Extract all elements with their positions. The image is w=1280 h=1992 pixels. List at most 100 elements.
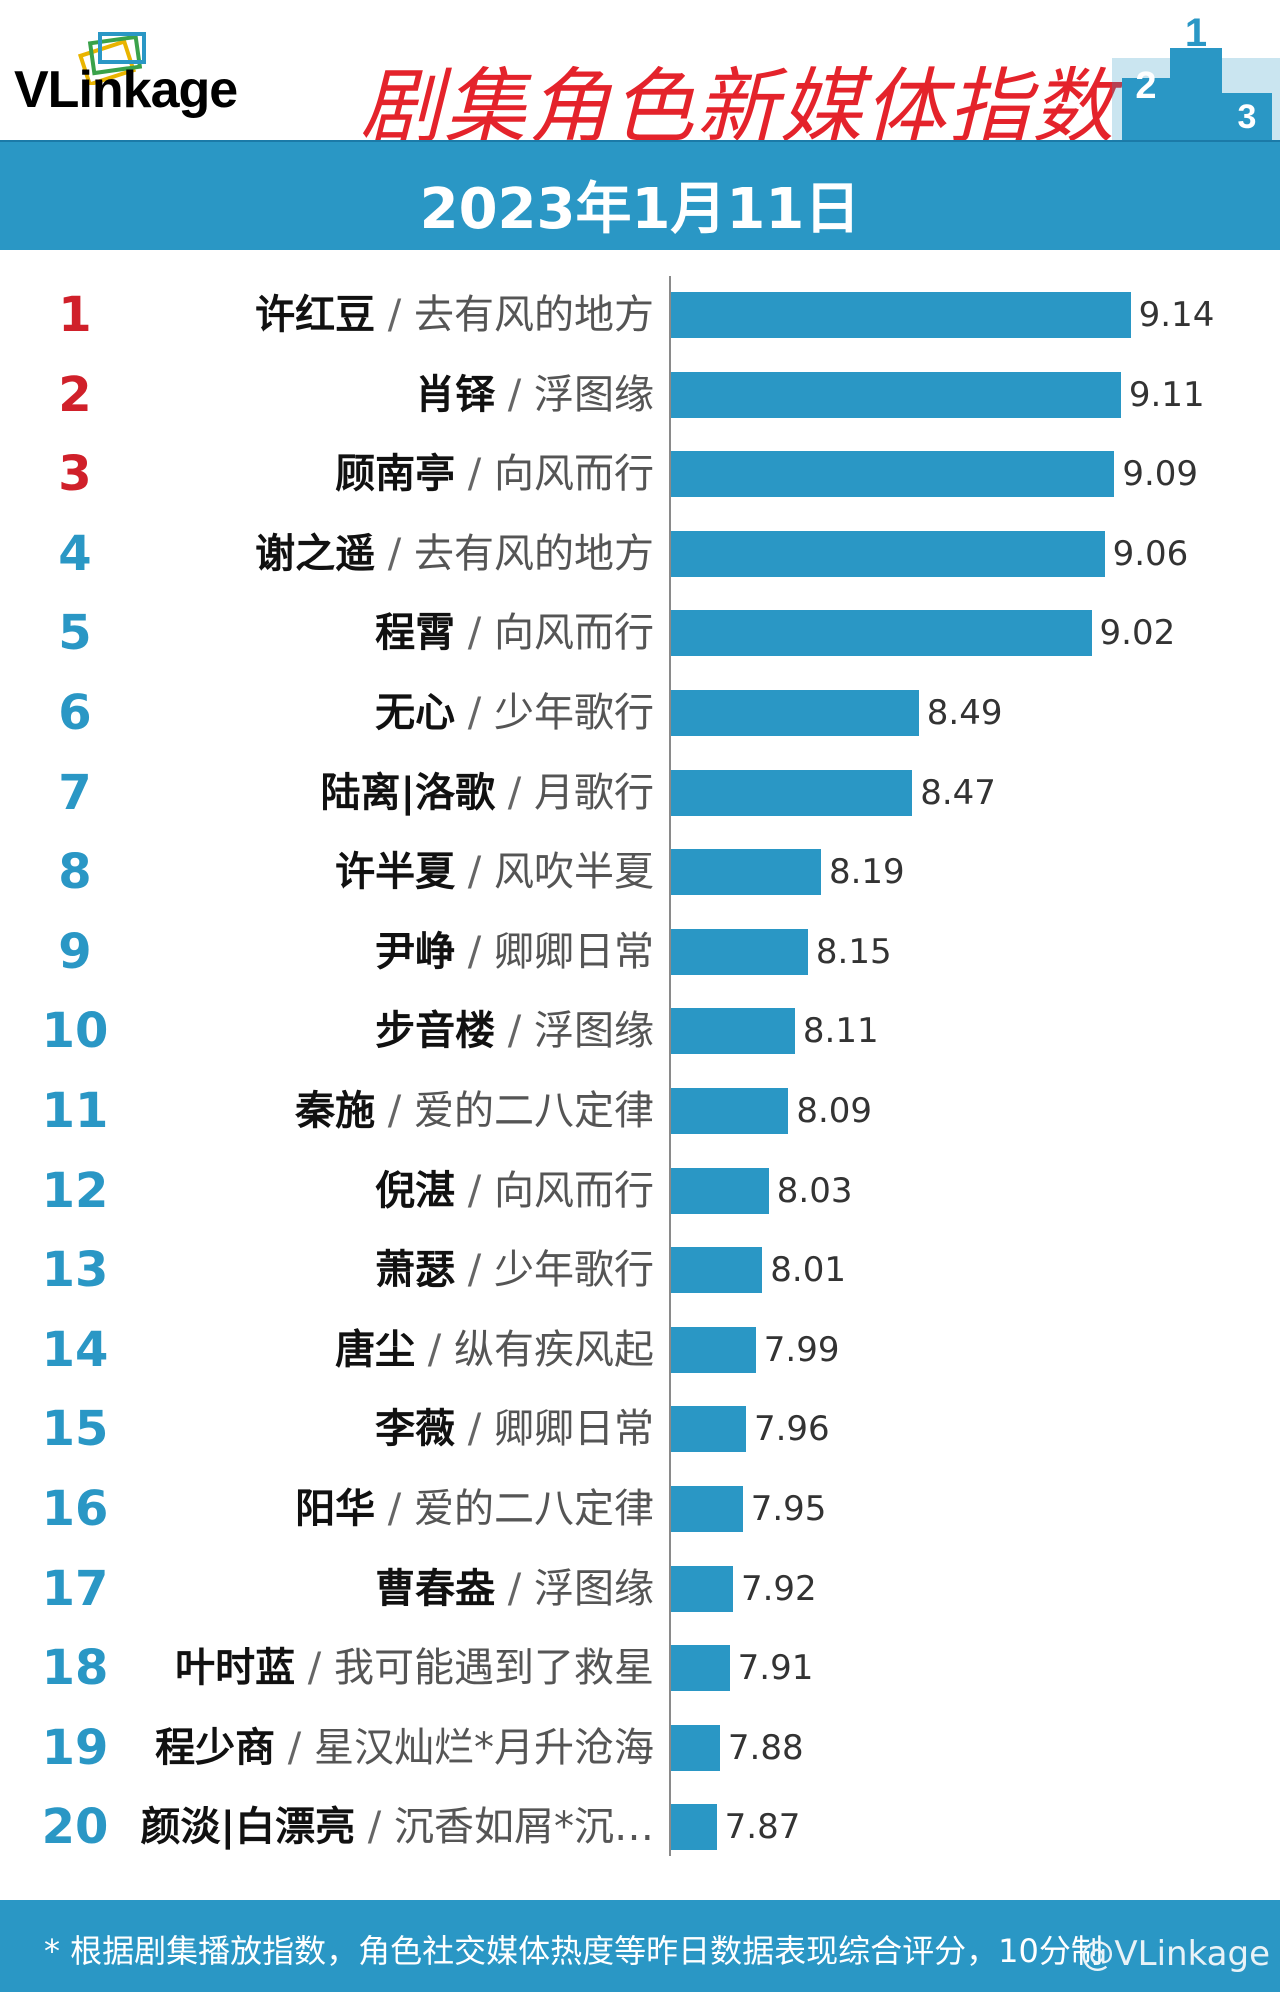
row-label: 唐尘 / 纵有疾风起 <box>335 1325 654 1375</box>
value-bar <box>671 1167 769 1214</box>
label-separator: / <box>375 1486 414 1532</box>
label-separator: / <box>375 530 414 577</box>
label-separator: / <box>375 292 414 338</box>
footer-bar: * 根据剧集播放指数，角色社交媒体热度等昨日数据表现综合评分，10分制 @VLi… <box>0 1900 1280 1992</box>
value-bar <box>671 690 919 736</box>
label-separator: / <box>495 1008 534 1055</box>
value-bar <box>671 769 913 816</box>
value-label: 9.02 <box>1099 613 1176 654</box>
page-title: 剧集角色新媒体指数 <box>360 60 1116 155</box>
value-label: 7.92 <box>740 1568 817 1609</box>
character-name: 许红豆 <box>255 292 376 338</box>
value-bar <box>671 1645 730 1692</box>
drama-title: 沉香如屑*沉… <box>394 1804 654 1851</box>
value-label: 7.99 <box>763 1329 840 1370</box>
character-name: 无心 <box>375 690 456 736</box>
character-name: 尹峥 <box>375 928 456 975</box>
value-label: 7.87 <box>724 1807 801 1848</box>
character-name: 倪湛 <box>375 1167 456 1214</box>
row-label: 程少商 / 星汉灿烂*月升沧海 <box>155 1723 654 1773</box>
label-separator: / <box>455 690 494 736</box>
value-label: 8.19 <box>828 852 905 893</box>
drama-title: 卿卿日常 <box>494 928 654 975</box>
value-label: 8.03 <box>776 1170 853 1211</box>
drama-title: 向风而行 <box>494 451 654 498</box>
svg-text:1: 1 <box>1185 18 1207 55</box>
label-separator: / <box>455 928 494 975</box>
rank-number: 17 <box>41 1560 109 1617</box>
rank-number: 2 <box>58 366 92 423</box>
label-separator: / <box>455 849 494 896</box>
label-separator: / <box>295 1645 334 1692</box>
value-bar <box>671 928 808 975</box>
label-separator: / <box>455 451 494 498</box>
value-label: 7.88 <box>727 1727 804 1768</box>
character-name: 曹春盎 <box>375 1565 496 1612</box>
drama-title: 爱的二八定律 <box>414 1486 654 1532</box>
value-bar <box>671 292 1131 338</box>
drama-title: 纵有疾风起 <box>454 1326 654 1373</box>
character-name: 萧瑟 <box>375 1247 456 1294</box>
logo-mark-icon <box>77 32 146 85</box>
value-label: 8.15 <box>815 931 892 972</box>
label-separator: / <box>355 1804 394 1851</box>
svg-text:3: 3 <box>1238 98 1257 136</box>
rank-number: 9 <box>58 923 92 980</box>
row-label: 颜淡|白漂亮 / 沉香如屑*沉… <box>140 1802 654 1852</box>
row-label: 肖铎 / 浮图缘 <box>415 370 654 420</box>
value-bar <box>671 371 1121 418</box>
character-name: 唐尘 <box>335 1326 416 1373</box>
rank-number: 14 <box>41 1321 109 1378</box>
value-label: 7.95 <box>750 1489 827 1529</box>
value-bar <box>671 1008 795 1055</box>
row-label: 曹春盎 / 浮图缘 <box>375 1564 654 1614</box>
drama-title: 向风而行 <box>494 610 654 657</box>
svg-text:2: 2 <box>1135 65 1156 107</box>
value-bar <box>671 1088 789 1134</box>
character-name: 肖铎 <box>415 371 496 418</box>
row-label: 李薇 / 卿卿日常 <box>375 1404 654 1454</box>
value-bar <box>671 1486 743 1532</box>
chart-axis-line <box>669 276 671 1856</box>
value-label: 7.91 <box>737 1648 814 1689</box>
label-separator: / <box>455 610 494 657</box>
character-name: 顾南亭 <box>335 451 456 498</box>
value-label: 8.09 <box>796 1091 873 1131</box>
value-label: 9.11 <box>1128 374 1205 415</box>
drama-title: 少年歌行 <box>494 1247 654 1294</box>
label-separator: / <box>375 1088 414 1134</box>
value-label: 8.01 <box>770 1250 846 1291</box>
drama-title: 浮图缘 <box>534 1008 654 1055</box>
date-banner: 2023年1月11日 <box>0 140 1280 250</box>
drama-title: 少年歌行 <box>494 690 654 736</box>
rank-number: 3 <box>58 446 92 503</box>
character-name: 步音楼 <box>375 1008 496 1055</box>
drama-title: 爱的二八定律 <box>414 1088 654 1134</box>
character-name: 程少商 <box>155 1724 276 1771</box>
value-label: 9.09 <box>1122 454 1199 495</box>
character-name: 谢之遥 <box>255 530 376 577</box>
logo-text: VLinkage <box>14 61 238 119</box>
value-bar <box>671 1247 763 1294</box>
drama-title: 浮图缘 <box>534 371 654 418</box>
drama-title: 星汉灿烂*月升沧海 <box>314 1724 654 1771</box>
value-bar <box>671 451 1115 498</box>
row-label: 许半夏 / 风吹半夏 <box>335 847 654 897</box>
value-bar <box>671 1565 733 1612</box>
value-bar <box>671 849 821 896</box>
value-label: 8.47 <box>920 772 996 813</box>
label-separator: / <box>495 769 534 816</box>
label-separator: / <box>455 1167 494 1214</box>
row-label: 程霄 / 向风而行 <box>375 608 654 658</box>
value-bar <box>671 530 1105 577</box>
vlinkage-logo: VLinkage <box>14 30 284 120</box>
value-bar <box>671 1724 720 1771</box>
rank-number: 19 <box>41 1719 109 1776</box>
rank-number: 10 <box>41 1003 109 1060</box>
character-name: 叶时蓝 <box>175 1645 296 1692</box>
drama-title: 月歌行 <box>534 769 654 816</box>
character-name: 颜淡|白漂亮 <box>140 1804 356 1851</box>
drama-title: 我可能遇到了救星 <box>334 1645 654 1692</box>
rank-number: 16 <box>41 1481 109 1537</box>
label-separator: / <box>455 1406 494 1453</box>
